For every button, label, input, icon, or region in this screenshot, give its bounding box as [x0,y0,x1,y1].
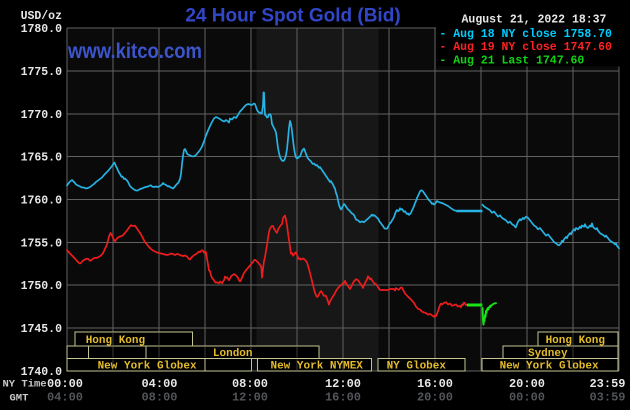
svg-text:16:00: 16:00 [417,377,453,391]
svg-text:1780.0: 1780.0 [21,23,63,36]
svg-text:04:00: 04:00 [47,391,83,405]
svg-text:Hong Kong: Hong Kong [546,335,605,347]
svg-text:12:00: 12:00 [325,377,361,391]
svg-text:Sydney: Sydney [528,348,568,360]
svg-text:20:00: 20:00 [509,377,545,391]
svg-text:August 21, 2022 18:37: August 21, 2022 18:37 [462,13,607,26]
svg-text:24 Hour Spot Gold (Bid): 24 Hour Spot Gold (Bid) [185,6,400,27]
svg-text:www.kitco.com: www.kitco.com [67,40,202,63]
svg-text:New York Globex: New York Globex [500,361,599,373]
svg-text:04:00: 04:00 [141,377,177,391]
svg-text:12:00: 12:00 [232,391,268,405]
svg-text:- Aug 21 Last 1747.60: - Aug 21 Last 1747.60 [439,54,584,67]
svg-text:New York NYMEX: New York NYMEX [270,361,363,373]
svg-text:1755.0: 1755.0 [21,237,63,250]
svg-text:1770.0: 1770.0 [21,109,63,122]
svg-text:NY Globex: NY Globex [387,361,447,373]
svg-text:USD/oz: USD/oz [21,10,63,23]
svg-text:1745.0: 1745.0 [21,323,63,336]
svg-text:1760.0: 1760.0 [21,195,63,208]
svg-text:New York Globex: New York Globex [98,361,197,373]
svg-text:- Aug 19 NY close 1747.60: - Aug 19 NY close 1747.60 [439,41,612,54]
svg-text:20:00: 20:00 [417,391,453,405]
svg-text:- Aug 18 NY close 1758.70: - Aug 18 NY close 1758.70 [439,28,612,41]
svg-text:16:00: 16:00 [325,391,361,405]
svg-text:1750.0: 1750.0 [21,280,63,293]
svg-text:00:00: 00:00 [47,377,83,391]
svg-text:08:00: 08:00 [141,391,177,405]
svg-text:NY Time: NY Time [3,379,47,391]
svg-text:1740.0: 1740.0 [21,366,63,379]
svg-text:1775.0: 1775.0 [21,66,63,79]
svg-text:23:59: 23:59 [589,377,625,391]
svg-text:03:59: 03:59 [589,391,625,405]
svg-text:GMT: GMT [10,393,29,405]
svg-text:1765.0: 1765.0 [21,152,63,165]
svg-text:08:00: 08:00 [232,377,268,391]
svg-text:Hong Kong: Hong Kong [86,335,145,347]
svg-text:London: London [213,348,253,360]
svg-text:00:00: 00:00 [509,391,545,405]
